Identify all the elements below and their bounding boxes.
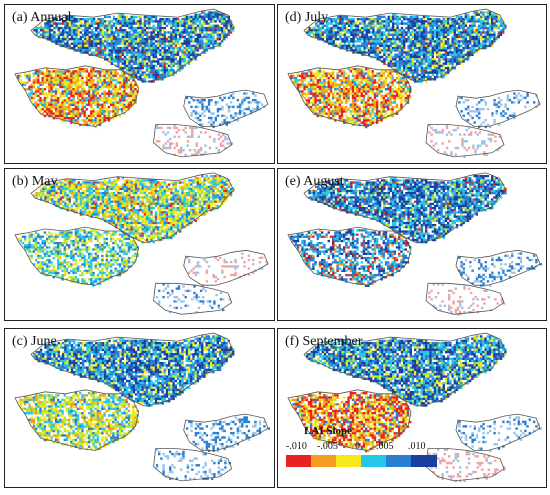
map-speckles <box>33 175 235 244</box>
map-speckles <box>185 92 266 129</box>
map-june <box>14 332 270 482</box>
map-august <box>287 172 542 316</box>
region-outline <box>183 89 269 127</box>
panel-september: (f) September LAI Slope -.010 -.005 0 .0… <box>277 328 547 488</box>
legend-tick: 0 <box>355 441 360 452</box>
map-july <box>287 8 541 159</box>
panel-july: (d) July <box>277 4 547 164</box>
legend-title: LAI Slope <box>304 425 352 437</box>
legend-swatch <box>286 455 312 467</box>
region-outline <box>455 413 541 451</box>
region-outline <box>287 226 412 286</box>
panel-august: (e) August <box>277 168 547 321</box>
map-speckles <box>17 392 139 451</box>
region-outline <box>303 172 507 244</box>
panel-label: (a) Annual <box>12 10 72 25</box>
region-outline <box>14 65 139 127</box>
region-outline <box>303 8 507 83</box>
map-speckles <box>458 252 542 287</box>
region-outline <box>153 448 233 482</box>
panel-may: (b) May <box>4 168 275 321</box>
region-outline <box>30 8 235 83</box>
region-outline <box>153 282 233 315</box>
map-speckles <box>155 283 231 314</box>
map-speckles <box>306 335 507 407</box>
map-september <box>287 332 542 483</box>
map-speckles <box>17 229 139 287</box>
region-outline <box>14 389 139 451</box>
legend-swatch <box>411 455 437 467</box>
panel-label: (b) May <box>12 174 58 189</box>
map-speckles <box>290 229 412 287</box>
legend-colorbar <box>286 455 437 467</box>
region-outline <box>30 172 235 244</box>
map-speckles <box>155 124 234 156</box>
map-speckles <box>290 68 412 129</box>
region-outline <box>455 89 541 127</box>
map-speckles <box>185 416 270 453</box>
region-outline <box>425 124 505 158</box>
legend-swatch <box>361 455 387 467</box>
legend: LAI Slope -.010 -.005 0 .005 .010 <box>284 425 444 485</box>
region-outline <box>14 226 139 286</box>
map-speckles <box>306 11 507 83</box>
panel-label: (e) August <box>285 174 344 189</box>
legend-swatch <box>311 455 337 467</box>
region-outline <box>183 413 269 451</box>
map-speckles <box>17 68 139 129</box>
legend-tick: .010 <box>408 441 426 452</box>
map-speckles <box>308 175 507 244</box>
legend-swatch <box>386 455 412 467</box>
region-outline <box>425 448 505 482</box>
region-outline <box>287 65 412 127</box>
map-annual <box>14 8 269 158</box>
map-speckles <box>33 335 235 407</box>
map-speckles <box>155 448 231 480</box>
region-outline <box>30 332 235 407</box>
panel-annual: (a) Annual <box>4 4 275 164</box>
map-speckles <box>290 392 412 453</box>
map-speckles <box>458 92 540 129</box>
region-outline <box>287 389 412 451</box>
map-speckles <box>428 448 506 483</box>
region-outline <box>455 249 541 286</box>
legend-tick: -.005 <box>317 441 338 452</box>
region-outline <box>153 124 233 158</box>
map-speckles <box>458 416 542 453</box>
region-outline <box>425 282 505 315</box>
region-outline <box>303 332 507 407</box>
panel-label: (d) July <box>285 10 329 25</box>
legend-tick: .005 <box>376 441 394 452</box>
legend-swatch <box>336 455 362 467</box>
region-outline <box>183 249 269 286</box>
map-may <box>14 172 269 315</box>
panel-label: (c) June <box>12 334 57 349</box>
panel-label: (f) September <box>285 334 363 349</box>
legend-tick: -.010 <box>286 441 307 452</box>
panel-june: (c) June <box>4 328 275 488</box>
